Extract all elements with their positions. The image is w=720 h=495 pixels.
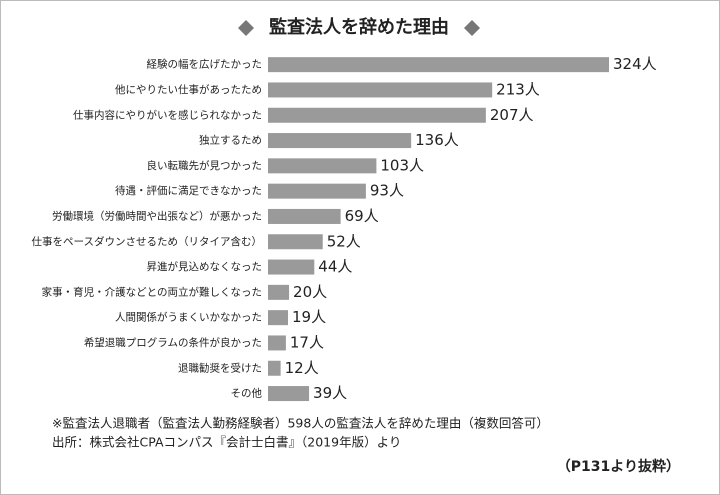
bar <box>268 82 493 98</box>
title-diamond <box>464 20 480 36</box>
bar <box>268 284 290 300</box>
bar <box>268 259 315 275</box>
chart-title: 監査法人を辞めた理由 <box>269 16 449 38</box>
bar <box>268 386 310 402</box>
value-label: 17人 <box>290 333 324 351</box>
value-label: 207人 <box>490 106 534 124</box>
value-label: 19人 <box>292 308 326 326</box>
category-label: 人間関係がうまくいかなかった <box>115 311 262 324</box>
title-diamond <box>238 20 254 36</box>
value-label: 103人 <box>380 156 424 174</box>
bar <box>268 360 281 376</box>
note: 出所：株式会社CPAコンパス『会計士白書』（2019年版）より <box>52 435 401 450</box>
bar <box>268 335 286 351</box>
bar <box>268 57 609 73</box>
value-label: 93人 <box>370 182 404 200</box>
value-label: 20人 <box>293 283 327 301</box>
category-label: その他 <box>231 387 263 400</box>
category-label: 他にやりたい仕事があったため <box>115 83 262 96</box>
value-label: 69人 <box>345 207 379 225</box>
category-label: 退職勧奨を受けた <box>178 361 262 374</box>
bar <box>268 158 377 174</box>
note: ※監査法人退職者（監査法人勤務経験者）598人の監査法人を辞めた理由（複数回答可… <box>52 416 549 431</box>
category-label: 仕事をペースダウンさせるため（リタイア含む） <box>32 235 262 248</box>
source-page: （P131より抜粋） <box>557 458 680 475</box>
category-label: 経験の幅を広げたかった <box>147 58 263 71</box>
category-label: 独立するため <box>199 134 262 147</box>
value-label: 44人 <box>318 258 352 276</box>
category-label: 希望退職プログラムの条件が良かった <box>84 336 262 349</box>
category-label: 仕事内容にやりがいを感じられなかった <box>73 108 262 121</box>
bar <box>268 183 366 199</box>
value-label: 52人 <box>327 232 361 250</box>
category-label: 昇進が見込めなくなった <box>147 260 263 273</box>
bar <box>268 234 323 250</box>
bar <box>268 133 412 149</box>
bar <box>268 208 341 224</box>
category-label: 良い転職先が見つかった <box>147 159 263 172</box>
category-label: 家事・育児・介護などとの両立が難しくなった <box>42 285 262 298</box>
value-label: 136人 <box>415 131 459 149</box>
bar <box>268 107 486 123</box>
category-label: 待遇・評価に満足できなかった <box>115 184 262 197</box>
value-label: 324人 <box>613 55 657 73</box>
value-label: 213人 <box>496 80 540 98</box>
value-label: 12人 <box>285 359 319 377</box>
bar <box>268 310 288 326</box>
category-label: 労働環境（労働時間や出張など）が悪かった <box>52 209 262 222</box>
value-label: 39人 <box>313 384 347 402</box>
